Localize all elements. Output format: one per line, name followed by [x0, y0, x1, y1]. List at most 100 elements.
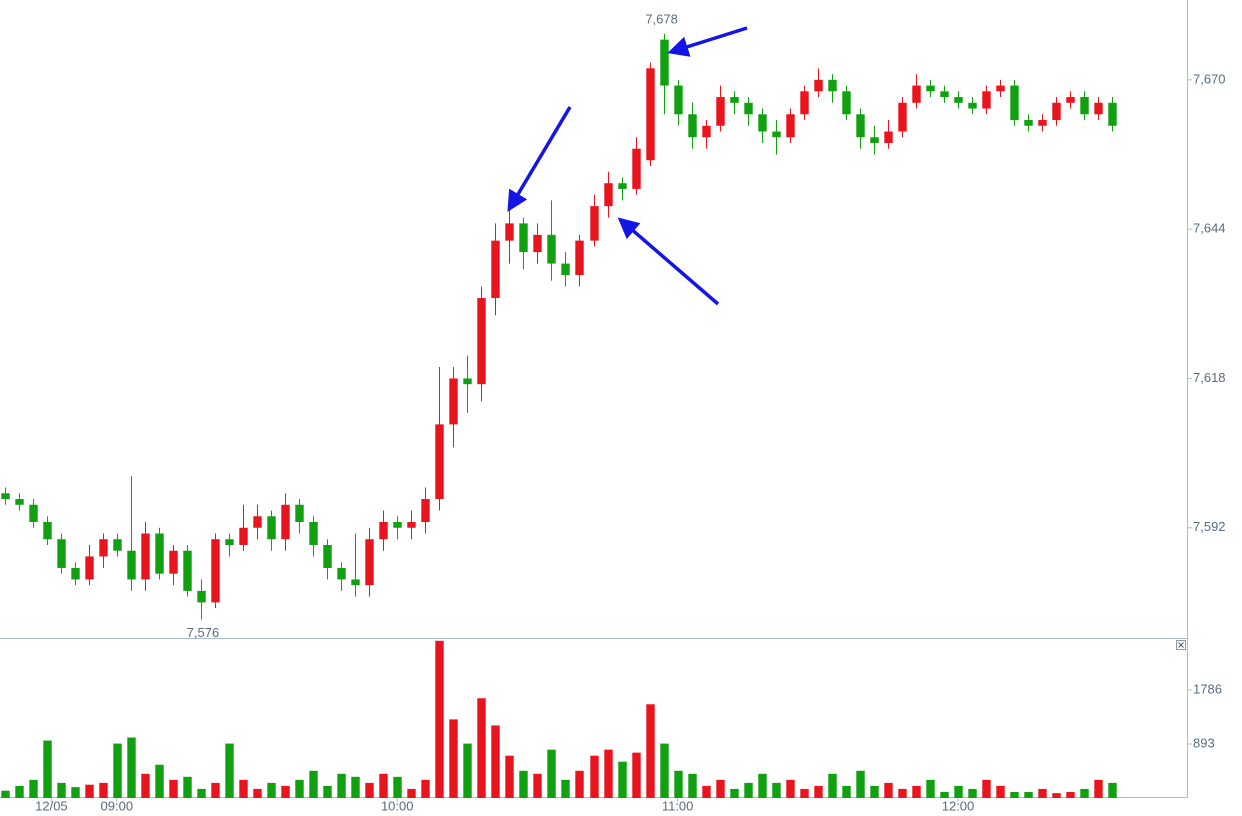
volume-bar: [113, 743, 122, 798]
close-button[interactable]: [1176, 640, 1186, 650]
volume-bar: [379, 773, 388, 798]
candle-body: [772, 131, 781, 138]
volume-bar: [267, 782, 276, 798]
candle-body: [43, 522, 52, 540]
candle-body: [702, 125, 711, 138]
volume-bar: [940, 791, 949, 798]
y-tick-label: 7,670: [1193, 71, 1226, 86]
volume-bar: [519, 770, 528, 798]
volume-bar: [856, 770, 865, 798]
volume-bar: [968, 788, 977, 798]
y-tick-label: 7,644: [1193, 221, 1226, 236]
candle-body: [1010, 85, 1019, 121]
volume-bar: [814, 785, 823, 798]
candle-body: [898, 102, 907, 132]
volume-bar: [926, 779, 935, 798]
candle-body: [744, 102, 753, 115]
volume-bar: [604, 749, 613, 798]
volume-bar: [29, 779, 38, 798]
y-tick-label: 7,618: [1193, 370, 1226, 385]
volume-bar: [1108, 782, 1117, 798]
candle-body: [421, 499, 430, 522]
volume-bar: [884, 782, 893, 798]
x-tick-label: 10:00: [381, 798, 414, 813]
volume-bar: [828, 773, 837, 798]
volume-bar: [590, 755, 599, 798]
candle-body: [674, 85, 683, 115]
candle-body: [912, 85, 921, 103]
volume-bar: [1094, 779, 1103, 798]
candle-body: [632, 148, 641, 189]
volume-bar: [561, 779, 570, 798]
volume-bar: [281, 785, 290, 798]
candle-body: [15, 499, 24, 505]
volume-bar: [239, 779, 248, 798]
min-label: 7,576: [187, 625, 220, 640]
candle-body: [57, 539, 66, 568]
volume-bar: [337, 773, 346, 798]
volume-bar: [730, 788, 739, 798]
max-label: 7,678: [645, 11, 678, 26]
candle-body: [758, 114, 767, 132]
candle-body: [225, 539, 234, 545]
volume-bar: [996, 785, 1005, 798]
volume-bar: [365, 782, 374, 798]
volume-bar: [155, 764, 164, 798]
candle-body: [533, 234, 542, 253]
volume-bar: [786, 779, 795, 798]
volume-bar: [225, 743, 234, 798]
candle-body: [337, 567, 346, 580]
candle-body: [968, 102, 977, 109]
candle-body: [1024, 120, 1033, 126]
volume-bar: [758, 773, 767, 798]
arrow: [667, 26, 748, 57]
volume-bar: [183, 776, 192, 798]
volume-bar: [716, 779, 725, 798]
volume-bar: [253, 788, 262, 798]
candle-body: [71, 567, 80, 580]
candle-body: [505, 223, 514, 241]
volume-bar: [169, 779, 178, 798]
candle-body: [29, 504, 38, 522]
candle-body: [295, 504, 304, 522]
volume-bar: [800, 788, 809, 798]
volume-bar: [1010, 791, 1019, 798]
candle-body: [646, 68, 655, 161]
volume-bar: [449, 719, 458, 798]
volume-bar: [744, 782, 753, 798]
candle-body: [561, 263, 570, 276]
x-tick-label: 11:00: [662, 798, 694, 813]
volume-bar: [1, 790, 10, 798]
volume-bar: [1038, 788, 1047, 798]
candle-body: [127, 550, 136, 580]
candle-body: [547, 234, 556, 264]
candle-body: [1094, 102, 1103, 115]
volume-bar: [646, 704, 655, 798]
volume-bar: [477, 698, 486, 798]
volume-bar: [618, 761, 627, 798]
candle-body: [211, 539, 220, 603]
volume-bar: [71, 787, 80, 798]
volume-bar: [127, 737, 136, 798]
volume-bar: [772, 782, 781, 798]
x-tick-label: 12/05: [35, 798, 68, 813]
volume-bar: [43, 740, 52, 798]
candle-body: [996, 85, 1005, 92]
candle-body: [954, 97, 963, 103]
x-tick-label: 09:00: [101, 798, 134, 813]
candle-body: [519, 223, 528, 253]
candle-body: [1066, 97, 1075, 103]
candle-body: [113, 539, 122, 551]
candle-body: [435, 424, 444, 500]
volume-bar: [533, 773, 542, 798]
candle-body: [940, 91, 949, 98]
candle-body: [618, 183, 627, 189]
candle-body: [660, 39, 669, 86]
candle-body: [267, 516, 276, 540]
y-tick-label: 893: [1193, 735, 1215, 750]
candle-body: [141, 533, 150, 580]
candle-body: [575, 240, 584, 276]
volume-bar: [57, 782, 66, 798]
candle-body: [239, 527, 248, 545]
